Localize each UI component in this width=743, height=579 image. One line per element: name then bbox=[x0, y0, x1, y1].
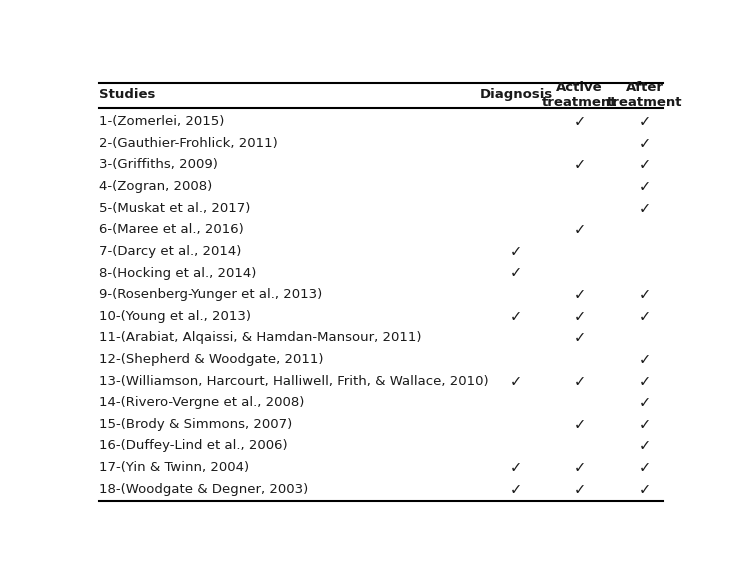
Text: 8-(Hocking et al., 2014): 8-(Hocking et al., 2014) bbox=[99, 266, 256, 280]
Text: ✓: ✓ bbox=[638, 287, 651, 302]
Text: ✓: ✓ bbox=[638, 373, 651, 389]
Text: ✓: ✓ bbox=[574, 417, 585, 432]
Text: 14-(Rivero-Vergne et al., 2008): 14-(Rivero-Vergne et al., 2008) bbox=[99, 396, 304, 409]
Text: ✓: ✓ bbox=[638, 395, 651, 410]
Text: 4-(Zogran, 2008): 4-(Zogran, 2008) bbox=[99, 180, 212, 193]
Text: 18-(Woodgate & Degner, 2003): 18-(Woodgate & Degner, 2003) bbox=[99, 483, 308, 496]
Text: 5-(Muskat et al., 2017): 5-(Muskat et al., 2017) bbox=[99, 201, 250, 215]
Text: ✓: ✓ bbox=[638, 352, 651, 367]
Text: ✓: ✓ bbox=[638, 201, 651, 216]
Text: ✓: ✓ bbox=[574, 114, 585, 129]
Text: 1-(Zomerlei, 2015): 1-(Zomerlei, 2015) bbox=[99, 115, 224, 129]
Text: ✓: ✓ bbox=[574, 157, 585, 173]
Text: 11-(Arabiat, Alqaissi, & Hamdan-Mansour, 2011): 11-(Arabiat, Alqaissi, & Hamdan-Mansour,… bbox=[99, 331, 421, 345]
Text: 2-(Gauthier-Frohlick, 2011): 2-(Gauthier-Frohlick, 2011) bbox=[99, 137, 277, 150]
Text: ✓: ✓ bbox=[574, 331, 585, 345]
Text: ✓: ✓ bbox=[638, 417, 651, 432]
Text: ✓: ✓ bbox=[510, 373, 522, 389]
Text: 6-(Maree et al., 2016): 6-(Maree et al., 2016) bbox=[99, 223, 244, 236]
Text: ✓: ✓ bbox=[574, 460, 585, 475]
Text: ✓: ✓ bbox=[574, 482, 585, 497]
Text: ✓: ✓ bbox=[638, 114, 651, 129]
Text: ✓: ✓ bbox=[638, 157, 651, 173]
Text: ✓: ✓ bbox=[574, 222, 585, 237]
Text: 16-(Duffey-Lind et al., 2006): 16-(Duffey-Lind et al., 2006) bbox=[99, 439, 288, 452]
Text: Diagnosis: Diagnosis bbox=[479, 88, 553, 101]
Text: 17-(Yin & Twinn, 2004): 17-(Yin & Twinn, 2004) bbox=[99, 461, 249, 474]
Text: ✓: ✓ bbox=[574, 309, 585, 324]
Text: 15-(Brody & Simmons, 2007): 15-(Brody & Simmons, 2007) bbox=[99, 418, 292, 431]
Text: After
treatment: After treatment bbox=[607, 80, 682, 109]
Text: ✓: ✓ bbox=[510, 482, 522, 497]
Text: Active
treatment: Active treatment bbox=[542, 80, 617, 109]
Text: ✓: ✓ bbox=[574, 373, 585, 389]
Text: ✓: ✓ bbox=[510, 244, 522, 259]
Text: ✓: ✓ bbox=[574, 287, 585, 302]
Text: 9-(Rosenberg-Yunger et al., 2013): 9-(Rosenberg-Yunger et al., 2013) bbox=[99, 288, 322, 301]
Text: 10-(Young et al., 2013): 10-(Young et al., 2013) bbox=[99, 310, 250, 323]
Text: ✓: ✓ bbox=[638, 438, 651, 453]
Text: ✓: ✓ bbox=[638, 309, 651, 324]
Text: 7-(Darcy et al., 2014): 7-(Darcy et al., 2014) bbox=[99, 245, 241, 258]
Text: 13-(Williamson, Harcourt, Halliwell, Frith, & Wallace, 2010): 13-(Williamson, Harcourt, Halliwell, Fri… bbox=[99, 375, 488, 387]
Text: 3-(Griffiths, 2009): 3-(Griffiths, 2009) bbox=[99, 159, 218, 171]
Text: ✓: ✓ bbox=[638, 460, 651, 475]
Text: 12-(Shepherd & Woodgate, 2011): 12-(Shepherd & Woodgate, 2011) bbox=[99, 353, 323, 366]
Text: ✓: ✓ bbox=[510, 266, 522, 280]
Text: ✓: ✓ bbox=[638, 179, 651, 194]
Text: ✓: ✓ bbox=[638, 136, 651, 151]
Text: Studies: Studies bbox=[99, 88, 155, 101]
Text: ✓: ✓ bbox=[510, 460, 522, 475]
Text: ✓: ✓ bbox=[510, 309, 522, 324]
Text: ✓: ✓ bbox=[638, 482, 651, 497]
